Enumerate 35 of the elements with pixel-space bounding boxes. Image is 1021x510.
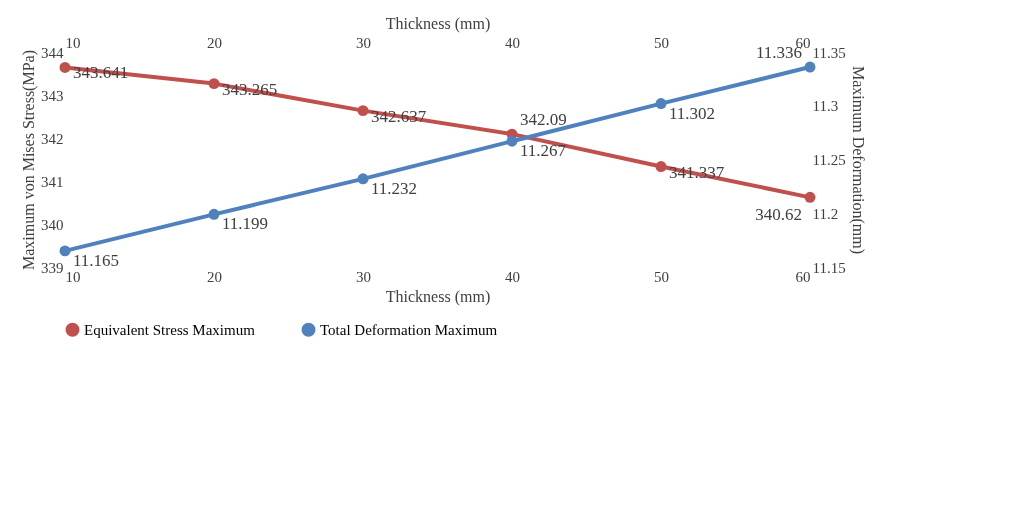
data-label: 11.232 — [371, 178, 418, 198]
y-tick-label: 343 — [41, 87, 64, 104]
data-label: 11.302 — [669, 103, 716, 123]
legend-label: Total Deformation Maximum — [320, 321, 498, 338]
y2-tick-label: 11.35 — [812, 44, 846, 61]
y2-tick-label: 11.3 — [812, 98, 839, 115]
data-label: 11.199 — [222, 214, 269, 234]
x2-axis-title: Thickness (mm) — [385, 14, 491, 33]
y-tick-label: 339 — [41, 259, 64, 276]
y2-tick-label: 11.15 — [812, 259, 846, 276]
data-label: 342.09 — [520, 110, 567, 130]
y2-tick-label: 11.25 — [812, 152, 846, 168]
x-tick-label: 60 — [795, 268, 811, 285]
data-label: 340.62 — [755, 205, 802, 225]
x2-tick-label: 30 — [356, 34, 371, 51]
x-tick-label: 40 — [505, 268, 520, 285]
x-axis-title: Thickness (mm) — [385, 287, 491, 306]
x-tick-label: 10 — [65, 268, 81, 285]
x2-tick-label: 20 — [207, 34, 222, 51]
x-tick-label: 30 — [356, 268, 371, 285]
legend-label: Equivalent Stress Maximum — [84, 321, 256, 338]
y2-tick-label: 11.2 — [812, 205, 839, 222]
y-tick-label: 344 — [41, 44, 64, 61]
x2-tick-label: 40 — [505, 34, 520, 51]
y-tick-label: 342 — [41, 130, 64, 147]
y-tick-label: 341 — [41, 173, 64, 190]
x2-tick-label: 10 — [65, 34, 81, 51]
x-tick-label: 20 — [207, 268, 222, 285]
x2-tick-label: 50 — [654, 34, 669, 51]
data-label: 11.267 — [520, 141, 567, 161]
y-axis-title: Maximum von Mises Stress(MPa) — [20, 50, 38, 270]
data-label: 11.165 — [73, 250, 120, 270]
y2-axis-title: Maximum Deformation(mm) — [848, 66, 867, 254]
x-tick-label: 50 — [654, 268, 669, 285]
y-tick-label: 340 — [41, 216, 64, 233]
